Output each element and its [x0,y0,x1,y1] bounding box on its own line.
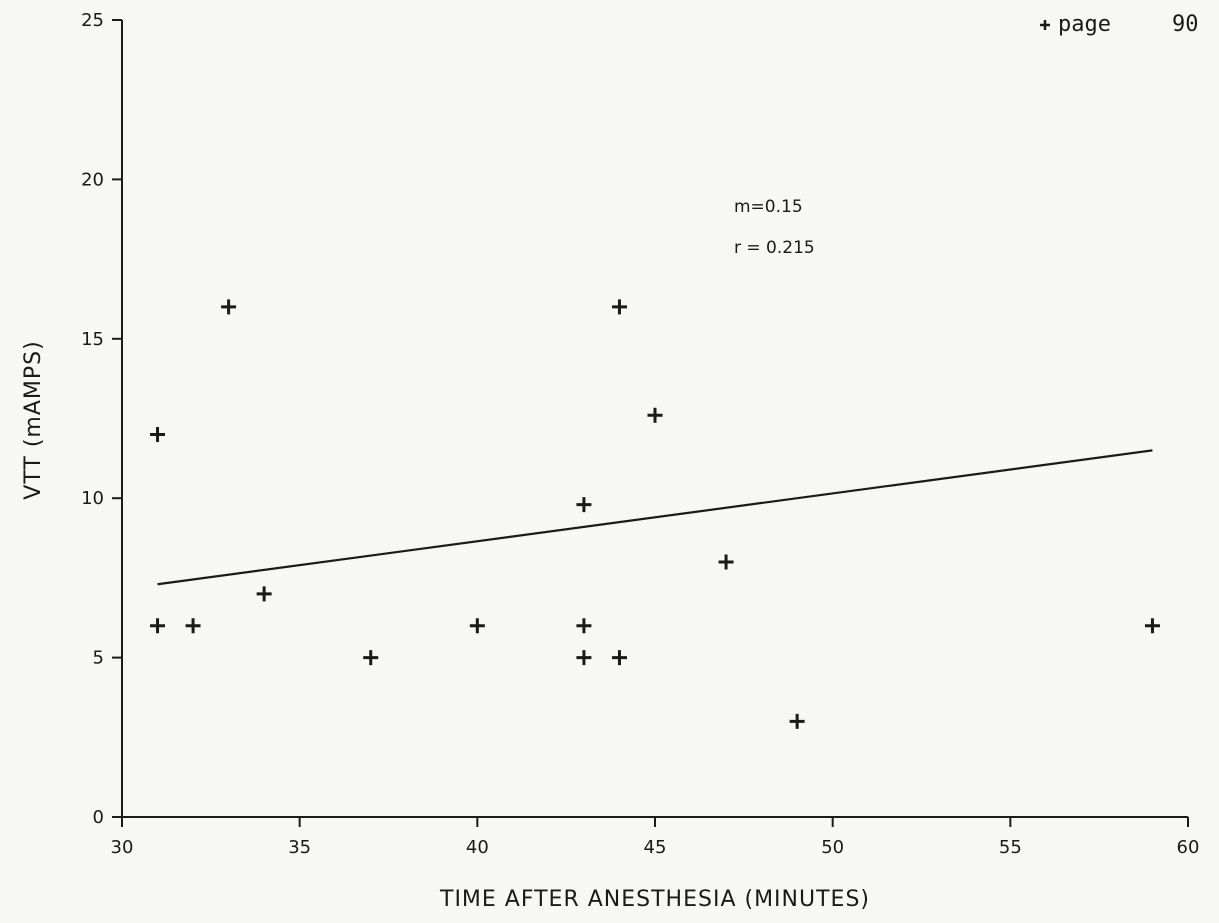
x-tick-label: 55 [999,837,1022,858]
x-tick-label: 35 [288,837,311,858]
y-tick-label: 20 [81,169,104,190]
data-point [789,713,805,729]
plot-area: 30 35 40 45 50 55 60 0 5 10 15 20 25 [81,10,1199,858]
data-point [576,497,592,513]
data-point [1144,618,1160,634]
data-point [256,586,272,602]
y-tick-label: 10 [81,488,104,509]
data-point [611,299,627,315]
x-axis-title: TIME AFTER ANESTHESIA (MINUTES) [439,887,870,912]
page-label: page [1058,12,1111,37]
x-tick-label: 30 [111,837,134,858]
data-point [576,618,592,634]
data-point [647,407,663,423]
data-point [185,618,201,634]
data-point [221,299,237,315]
y-tick-label: 0 [93,807,104,828]
slope-annotation: m=0.15 [734,197,803,217]
x-tick-label: 45 [644,837,667,858]
y-tick-label: 5 [93,648,104,669]
page-plus-icon [1040,20,1050,30]
x-tick-label: 50 [821,837,844,858]
data-point [150,618,166,634]
y-tick-label: 15 [81,329,104,350]
regression-line [157,449,1153,586]
y-tick-label: 25 [81,10,104,31]
data-point [611,650,627,666]
data-point [363,650,379,666]
data-point [718,554,734,570]
y-axis-title: VTT (mAMPS) [21,340,46,499]
x-tick-label: 40 [466,837,489,858]
page-number: 90 [1172,12,1199,37]
x-tick-label: 60 [1177,837,1200,858]
data-point [150,426,166,442]
data-point [469,618,485,634]
data-point [576,650,592,666]
correlation-annotation: r = 0.215 [734,238,815,258]
